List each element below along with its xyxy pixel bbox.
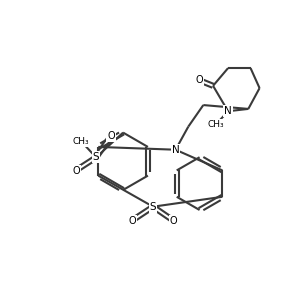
- Text: O: O: [196, 75, 203, 86]
- Text: O: O: [128, 215, 136, 226]
- Text: CH₃: CH₃: [73, 137, 89, 146]
- Text: CH₃: CH₃: [208, 120, 224, 129]
- Text: N: N: [172, 145, 179, 155]
- Text: O: O: [107, 131, 115, 141]
- Text: O: O: [72, 165, 80, 176]
- Text: S: S: [93, 152, 99, 162]
- Text: N: N: [224, 106, 232, 116]
- Text: S: S: [150, 202, 156, 212]
- Text: O: O: [170, 215, 177, 226]
